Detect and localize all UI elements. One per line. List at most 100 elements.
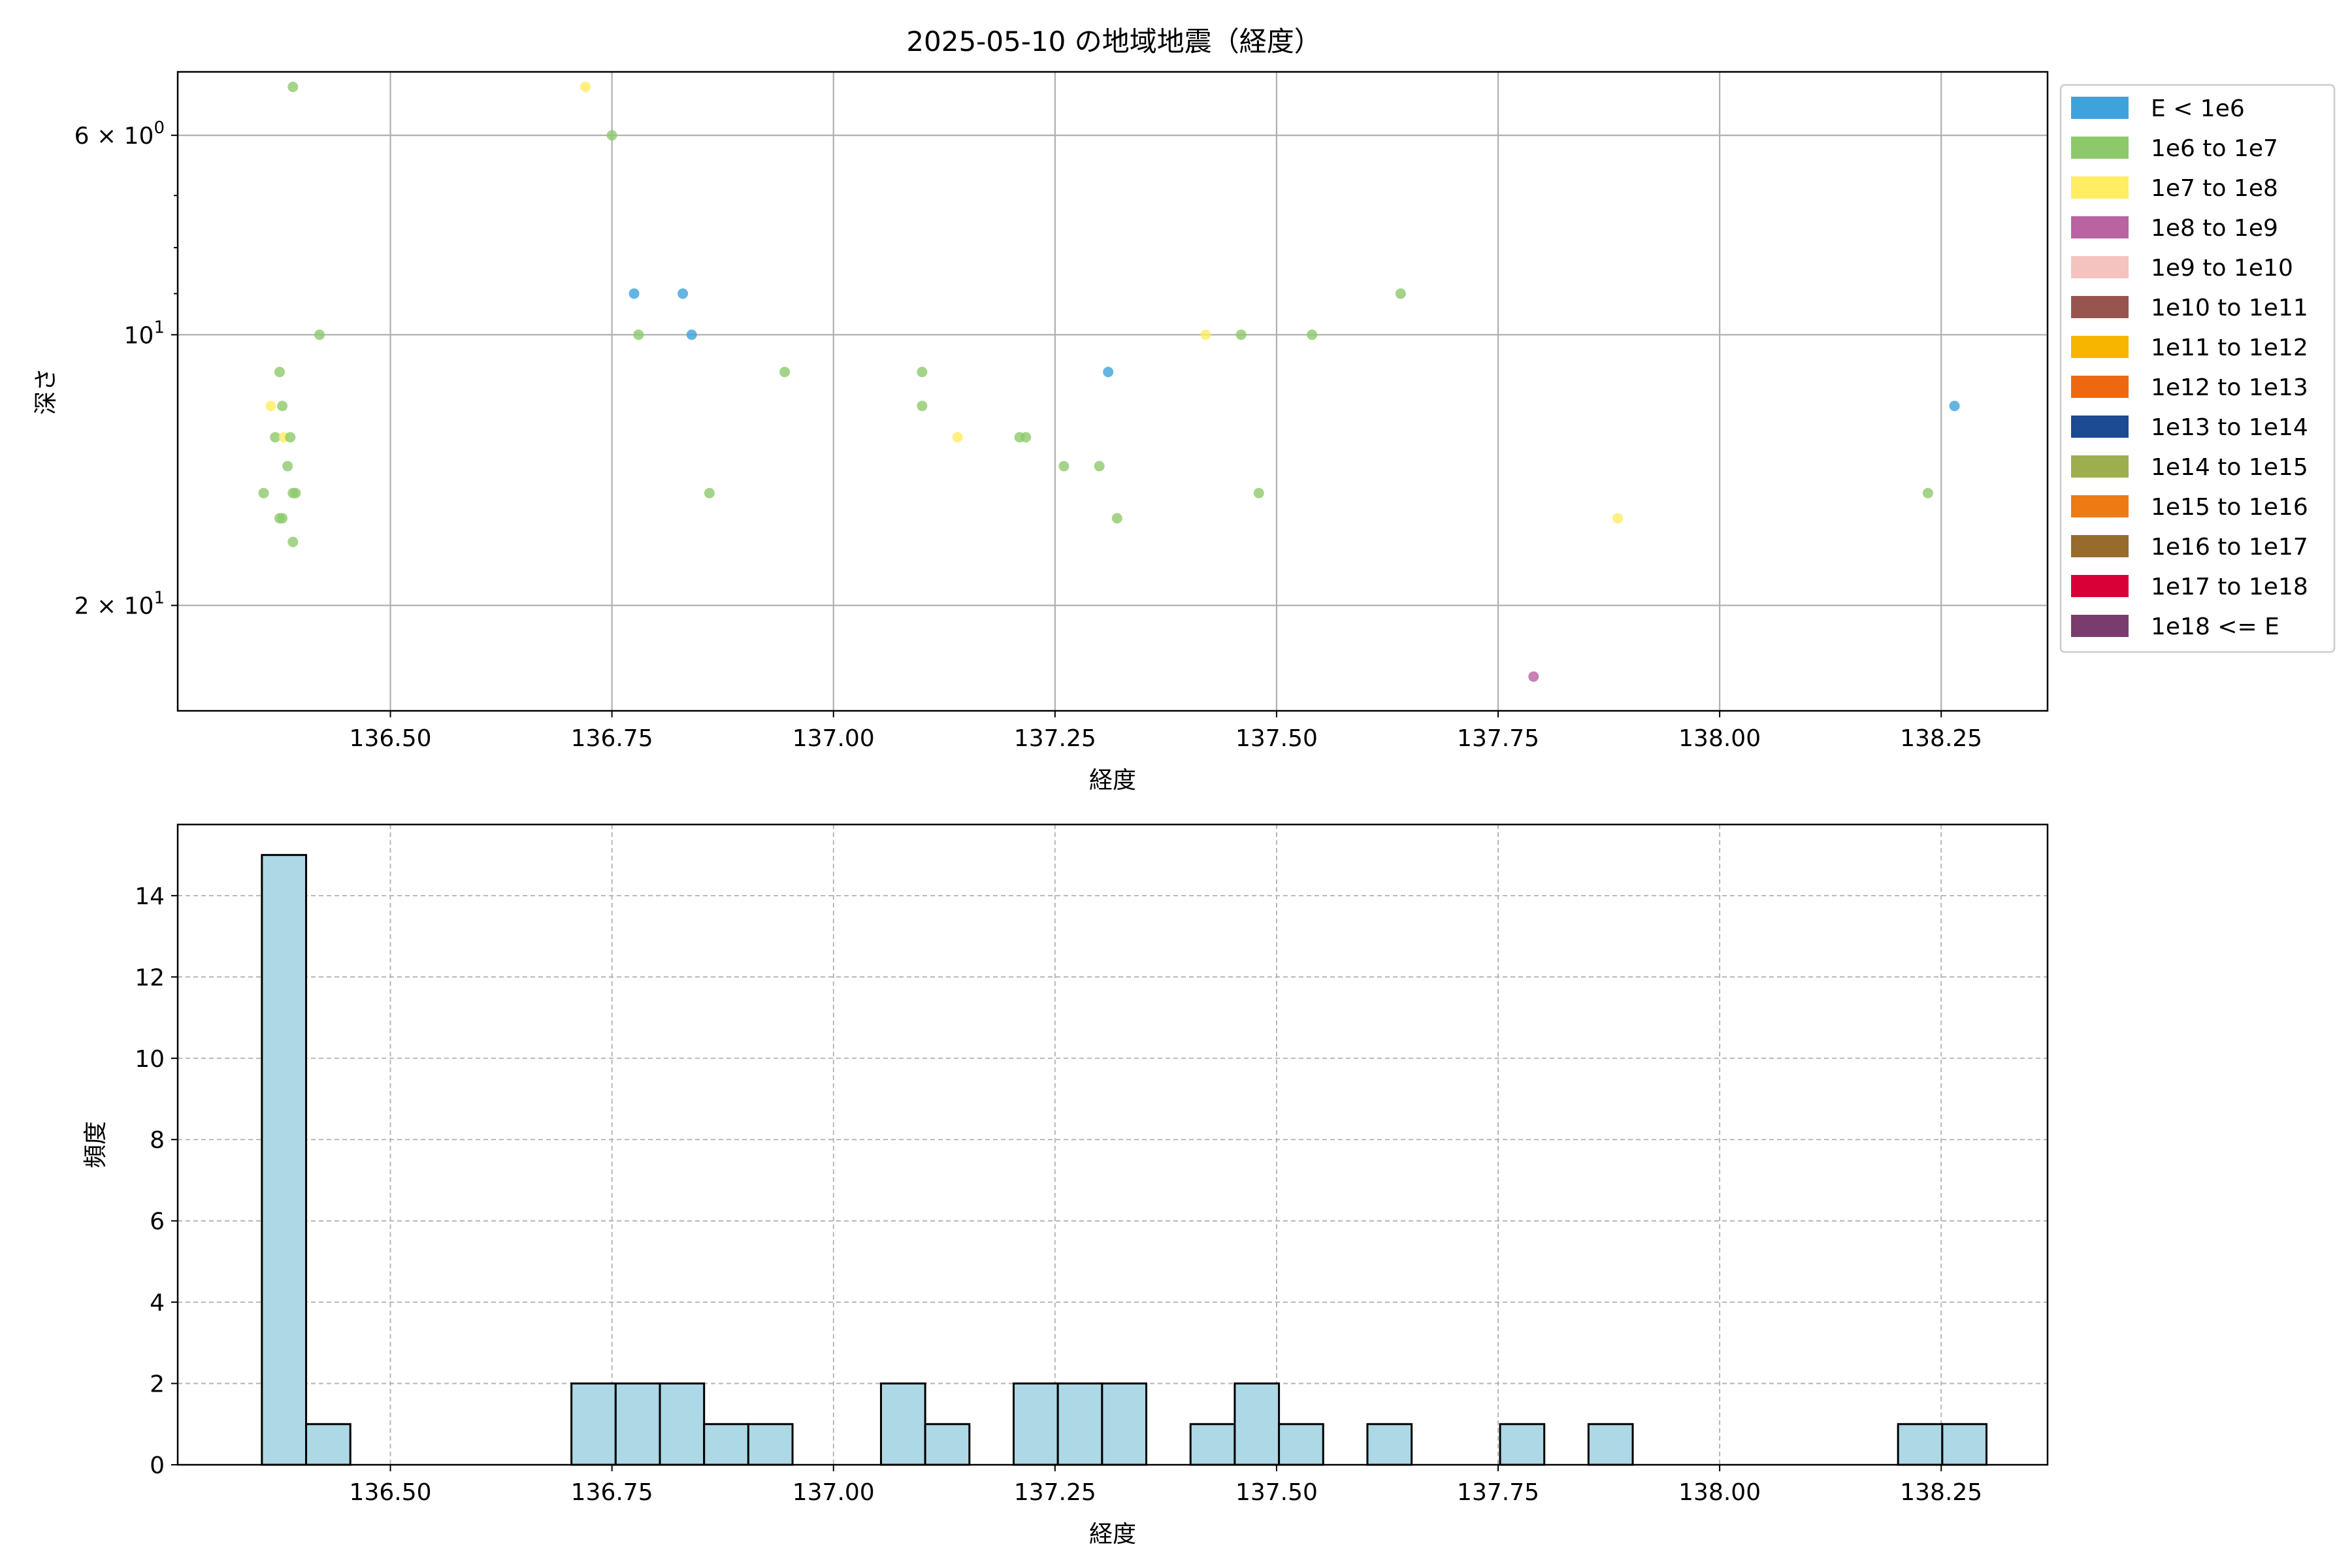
scatter-plot-frame bbox=[176, 71, 2049, 712]
histogram-bar bbox=[1233, 1382, 1281, 1466]
scatter-x-tick-label: 137.50 bbox=[1235, 725, 1318, 752]
legend-entry-label: 1e9 to 1e10 bbox=[2151, 255, 2293, 282]
scatter-point bbox=[678, 288, 689, 299]
histogram-x-tick-label: 136.75 bbox=[571, 1479, 653, 1506]
scatter-point bbox=[952, 432, 963, 443]
legend-swatch bbox=[2071, 176, 2129, 199]
legend-entries: E < 1e6 1e6 to 1e7 1e7 to 1e8 1e8 to 1e9 1e9… bbox=[2071, 95, 2308, 640]
legend-entry-label: 1e17 to 1e18 bbox=[2151, 574, 2308, 600]
scatter-point bbox=[277, 513, 288, 524]
scatter-x-axis-label: 経度 bbox=[1089, 767, 1136, 794]
histogram-bar bbox=[879, 1382, 926, 1466]
legend-entry-label: 1e7 to 1e8 bbox=[2151, 175, 2278, 202]
legend-swatch bbox=[2071, 455, 2129, 478]
scatter-point bbox=[580, 81, 591, 92]
histogram-x-axis-label: 経度 bbox=[1089, 1521, 1136, 1548]
scatter-x-tick-label: 137.25 bbox=[1014, 725, 1096, 752]
histogram-bar bbox=[1101, 1382, 1148, 1466]
legend-swatch bbox=[2071, 256, 2129, 278]
legend-entry-label: 1e18 <= E bbox=[2151, 613, 2279, 640]
legend-swatch bbox=[2071, 575, 2129, 597]
histogram-bar bbox=[305, 1423, 351, 1466]
histogram-x-tick-label: 137.00 bbox=[792, 1479, 875, 1506]
legend-swatch bbox=[2071, 216, 2129, 238]
legend-swatch bbox=[2071, 336, 2129, 358]
histogram-bar bbox=[1499, 1423, 1546, 1466]
scatter-x-ticks: 136.50 136.75 137.00 137.25 137.50 137.75 138.… bbox=[350, 711, 1982, 752]
histogram-plot-frame bbox=[176, 823, 2049, 1466]
histogram-y-tick-label: 12 bbox=[135, 964, 165, 991]
scatter-x-tick-label: 136.75 bbox=[571, 725, 653, 752]
scatter-x-tick-label: 138.00 bbox=[1678, 725, 1761, 752]
histogram-bar bbox=[703, 1423, 749, 1466]
scatter-panel: 136.50 136.75 137.00 137.25 137.50 137.75 138.… bbox=[33, 71, 2336, 794]
histogram-x-tick-label: 137.50 bbox=[1235, 1479, 1318, 1506]
histogram-panel: 136.50 136.75 137.00 137.25 137.50 137.75 138.… bbox=[82, 823, 2049, 1548]
scatter-point bbox=[287, 81, 299, 92]
scatter-point bbox=[1235, 329, 1247, 340]
scatter-point bbox=[1200, 329, 1211, 340]
histogram-bar bbox=[614, 1382, 661, 1466]
scatter-point bbox=[1395, 288, 1406, 299]
scatter-point bbox=[629, 288, 640, 299]
histogram-bar bbox=[747, 1423, 794, 1466]
scatter-point bbox=[917, 400, 928, 412]
scatter-point bbox=[1612, 513, 1624, 524]
legend-swatch bbox=[2071, 376, 2129, 398]
histogram-bar bbox=[1366, 1423, 1413, 1466]
scatter-point bbox=[1307, 329, 1318, 340]
histogram-bar bbox=[1056, 1382, 1103, 1466]
legend-entry-label: 1e11 to 1e12 bbox=[2151, 335, 2308, 361]
scatter-point bbox=[258, 487, 269, 498]
histogram-y-ticks: 0 2 4 6 8 10 12 14 bbox=[135, 883, 178, 1479]
figure-title: 2025-05-10 の地域地震（経度） bbox=[906, 25, 1321, 57]
scatter-point bbox=[686, 329, 697, 340]
scatter-point bbox=[704, 487, 715, 498]
scatter-point bbox=[1949, 400, 1960, 412]
legend-swatch bbox=[2071, 495, 2129, 517]
legend-entry-label: 1e15 to 1e16 bbox=[2151, 494, 2308, 521]
histogram-x-tick-label: 136.50 bbox=[350, 1479, 432, 1506]
scatter-point bbox=[287, 536, 299, 547]
legend-swatch bbox=[2071, 416, 2129, 438]
histogram-y-tick-label: 4 bbox=[150, 1290, 165, 1316]
scatter-point bbox=[1103, 367, 1114, 378]
histogram-bar bbox=[659, 1382, 706, 1466]
histogram-y-tick-label: 2 bbox=[150, 1371, 165, 1398]
scatter-point bbox=[1922, 487, 1933, 498]
scatter-x-tick-label: 136.50 bbox=[350, 725, 432, 752]
scatter-point bbox=[277, 400, 288, 412]
legend-entry-label: 1e16 to 1e17 bbox=[2151, 534, 2308, 561]
histogram-bar bbox=[1278, 1423, 1324, 1466]
histogram-bar bbox=[1897, 1423, 1944, 1466]
scatter-point bbox=[633, 329, 644, 340]
scatter-y-tick-label: 2 × 101 bbox=[74, 589, 165, 620]
legend-entry-label: 1e8 to 1e9 bbox=[2151, 215, 2278, 242]
legend-swatch bbox=[2071, 296, 2129, 318]
histogram-y-tick-label: 0 bbox=[150, 1452, 165, 1479]
histogram-bar bbox=[261, 854, 308, 1466]
scatter-point bbox=[1111, 513, 1122, 524]
histogram-bars bbox=[261, 854, 1988, 1466]
histogram-y-tick-label: 10 bbox=[135, 1046, 165, 1073]
scatter-point bbox=[274, 367, 285, 378]
histogram-x-tick-label: 138.00 bbox=[1678, 1479, 1761, 1506]
scatter-y-tick-label: 101 bbox=[124, 318, 165, 349]
scatter-point bbox=[282, 461, 293, 472]
histogram-bar bbox=[1941, 1423, 1988, 1466]
legend-swatch bbox=[2071, 615, 2129, 637]
histogram-x-ticks: 136.50 136.75 137.00 137.25 137.50 137.75 138.… bbox=[350, 1465, 1982, 1506]
scatter-point bbox=[1253, 487, 1264, 498]
scatter-point bbox=[1021, 432, 1032, 443]
legend-entry-label: 1e12 to 1e13 bbox=[2151, 374, 2308, 401]
histogram-bar bbox=[1587, 1423, 1634, 1466]
histogram-y-tick-label: 6 bbox=[150, 1209, 165, 1235]
histogram-x-tick-label: 137.25 bbox=[1014, 1479, 1096, 1506]
scatter-x-tick-label: 137.75 bbox=[1457, 725, 1539, 752]
scatter-point bbox=[1528, 671, 1539, 682]
histogram-y-tick-label: 8 bbox=[150, 1127, 165, 1154]
legend-entry-label: 1e6 to 1e7 bbox=[2151, 135, 2278, 162]
histogram-grid bbox=[178, 825, 2048, 1465]
scatter-point bbox=[314, 329, 325, 340]
